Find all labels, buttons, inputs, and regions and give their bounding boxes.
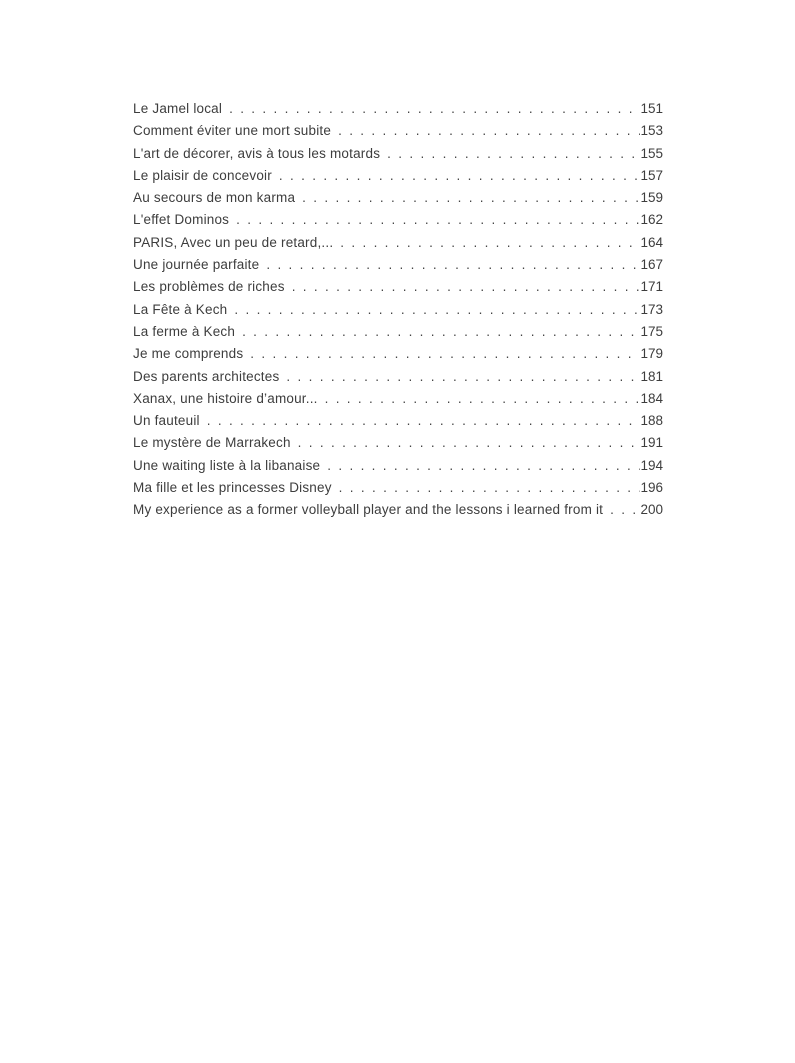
toc-entry: Comment éviter une mort subite . . . . .… — [133, 120, 663, 142]
toc-entry: Les problèmes de riches . . . . . . . . … — [133, 276, 663, 298]
toc-entry-page-number: 151 — [640, 101, 663, 116]
toc-dot-leader: . . . . . . . . . . . . . . . . . . . . … — [236, 212, 640, 228]
toc-entry: Le plaisir de concevoir . . . . . . . . … — [133, 165, 663, 187]
toc-entry-title: Comment éviter une mort subite — [133, 123, 332, 139]
toc-entry-title: La Fête à Kech — [133, 301, 228, 317]
toc-entry-title: L'art de décorer, avis à tous les motard… — [133, 145, 381, 161]
toc-dot-leader: . . . . . . . . . . . . . . . . . . . . … — [266, 257, 640, 273]
toc-entry-title: Des parents architectes — [133, 368, 280, 384]
toc-entry-page-number: 153 — [640, 123, 663, 139]
table-of-contents: Le Jamel local . . . . . . . . . . . . .… — [133, 98, 663, 522]
toc-entry-title: Un fauteuil — [133, 413, 200, 429]
toc-dot-leader: . . . . . . . . . . . . . . . . . . . . … — [242, 323, 640, 339]
toc-dot-leader: . . . . . . . . . . . . . . . . . . . . … — [250, 346, 640, 362]
toc-entry: Des parents architectes . . . . . . . . … — [133, 366, 663, 388]
toc-dot-leader: . . . . . . . . . . . . . . . . . . . . … — [286, 368, 640, 384]
toc-entry-page-number: 173 — [640, 301, 663, 317]
toc-entry-page-number: 171 — [640, 279, 663, 295]
toc-entry: Une journée parfaite . . . . . . . . . .… — [133, 254, 663, 276]
toc-entry: Je me comprends . . . . . . . . . . . . … — [133, 343, 663, 365]
toc-entry-page-number: 157 — [640, 167, 663, 183]
toc-dot-leader: . . . . . . . . . . . . . . . . . . . . … — [206, 413, 641, 429]
toc-dot-leader: . . . . . . . . . . . . . . . . . . . . … — [338, 480, 641, 496]
toc-dot-leader: . . . . . . . . . . . . . . . . . . . . … — [297, 435, 641, 451]
toc-entry-page-number: 179 — [640, 346, 663, 362]
toc-entry-page-number: 194 — [640, 457, 663, 473]
toc-entry: Le mystère de Marrakech . . . . . . . . … — [133, 432, 663, 454]
toc-entry-page-number: 181 — [640, 368, 663, 384]
toc-entry-title: Au secours de mon karma — [133, 190, 296, 206]
toc-entry-title: Ma fille et les princesses Disney — [133, 480, 332, 496]
toc-entry: My experience as a former volleyball pla… — [133, 499, 663, 521]
toc-entry-page-number: 162 — [640, 212, 663, 228]
toc-entry-title: Une waiting liste à la libanaise — [133, 457, 321, 473]
toc-entry-title: PARIS, Avec un peu de retard,... — [133, 234, 334, 250]
toc-dot-leader: . . . . . . . . . . . . . . . . . . . . … — [229, 101, 640, 116]
toc-entry-title: Le Jamel local — [133, 101, 223, 116]
toc-entry: La Fête à Kech . . . . . . . . . . . . .… — [133, 299, 663, 321]
toc-entry: Xanax, une histoire d’amour... . . . . .… — [133, 388, 663, 410]
toc-entry-page-number: 188 — [640, 413, 663, 429]
toc-dot-leader: . . . . . . . . . . . . . . . . . . . . … — [340, 234, 640, 250]
toc-dot-leader: . . . . . . . . . . . . . . . . . . . . … — [302, 190, 641, 206]
toc-entry: Le Jamel local . . . . . . . . . . . . .… — [133, 98, 663, 120]
toc-entry-page-number: 167 — [640, 257, 663, 273]
toc-entry-title: Le plaisir de concevoir — [133, 167, 272, 183]
toc-entry-title: Une journée parfaite — [133, 257, 260, 273]
toc-dot-leader: . . . . . . . . . . . . . . . . . . . . … — [338, 123, 640, 139]
toc-entry-title: My experience as a former volleyball pla… — [133, 502, 604, 518]
toc-entry: L'art de décorer, avis à tous les motard… — [133, 143, 663, 165]
toc-dot-leader: . . . . . . . . . . . . . . . . . . . . … — [610, 502, 640, 518]
toc-entry-title: L'effet Dominos — [133, 212, 230, 228]
toc-entry: Ma fille et les princesses Disney . . . … — [133, 477, 663, 499]
toc-dot-leader: . . . . . . . . . . . . . . . . . . . . … — [278, 167, 641, 183]
toc-entry-page-number: 184 — [640, 390, 663, 406]
toc-entry-page-number: 155 — [640, 145, 663, 161]
toc-entry-title: La ferme à Kech — [133, 323, 236, 339]
toc-entry-page-number: 191 — [640, 435, 663, 451]
toc-entry-page-number: 175 — [640, 323, 663, 339]
toc-entry-page-number: 196 — [640, 480, 663, 496]
toc-entry: Au secours de mon karma . . . . . . . . … — [133, 187, 663, 209]
toc-entry: L'effet Dominos . . . . . . . . . . . . … — [133, 209, 663, 231]
toc-entry: Un fauteuil . . . . . . . . . . . . . . … — [133, 410, 663, 432]
toc-entry-page-number: 164 — [640, 234, 663, 250]
toc-entry: PARIS, Avec un peu de retard,... . . . .… — [133, 232, 663, 254]
toc-dot-leader: . . . . . . . . . . . . . . . . . . . . … — [387, 145, 640, 161]
toc-dot-leader: . . . . . . . . . . . . . . . . . . . . … — [291, 279, 641, 295]
toc-entry: La ferme à Kech . . . . . . . . . . . . … — [133, 321, 663, 343]
toc-entry-title: Le mystère de Marrakech — [133, 435, 291, 451]
toc-dot-leader: . . . . . . . . . . . . . . . . . . . . … — [327, 457, 640, 473]
toc-dot-leader: . . . . . . . . . . . . . . . . . . . . … — [234, 301, 640, 317]
toc-entry: Une waiting liste à la libanaise . . . .… — [133, 455, 663, 477]
toc-entry-page-number: 200 — [640, 502, 663, 518]
toc-dot-leader: . . . . . . . . . . . . . . . . . . . . … — [324, 390, 641, 406]
toc-entry-page-number: 159 — [640, 190, 663, 206]
toc-entry-title: Je me comprends — [133, 346, 244, 362]
toc-entry-title: Les problèmes de riches — [133, 279, 285, 295]
toc-entry-title: Xanax, une histoire d’amour... — [133, 390, 318, 406]
